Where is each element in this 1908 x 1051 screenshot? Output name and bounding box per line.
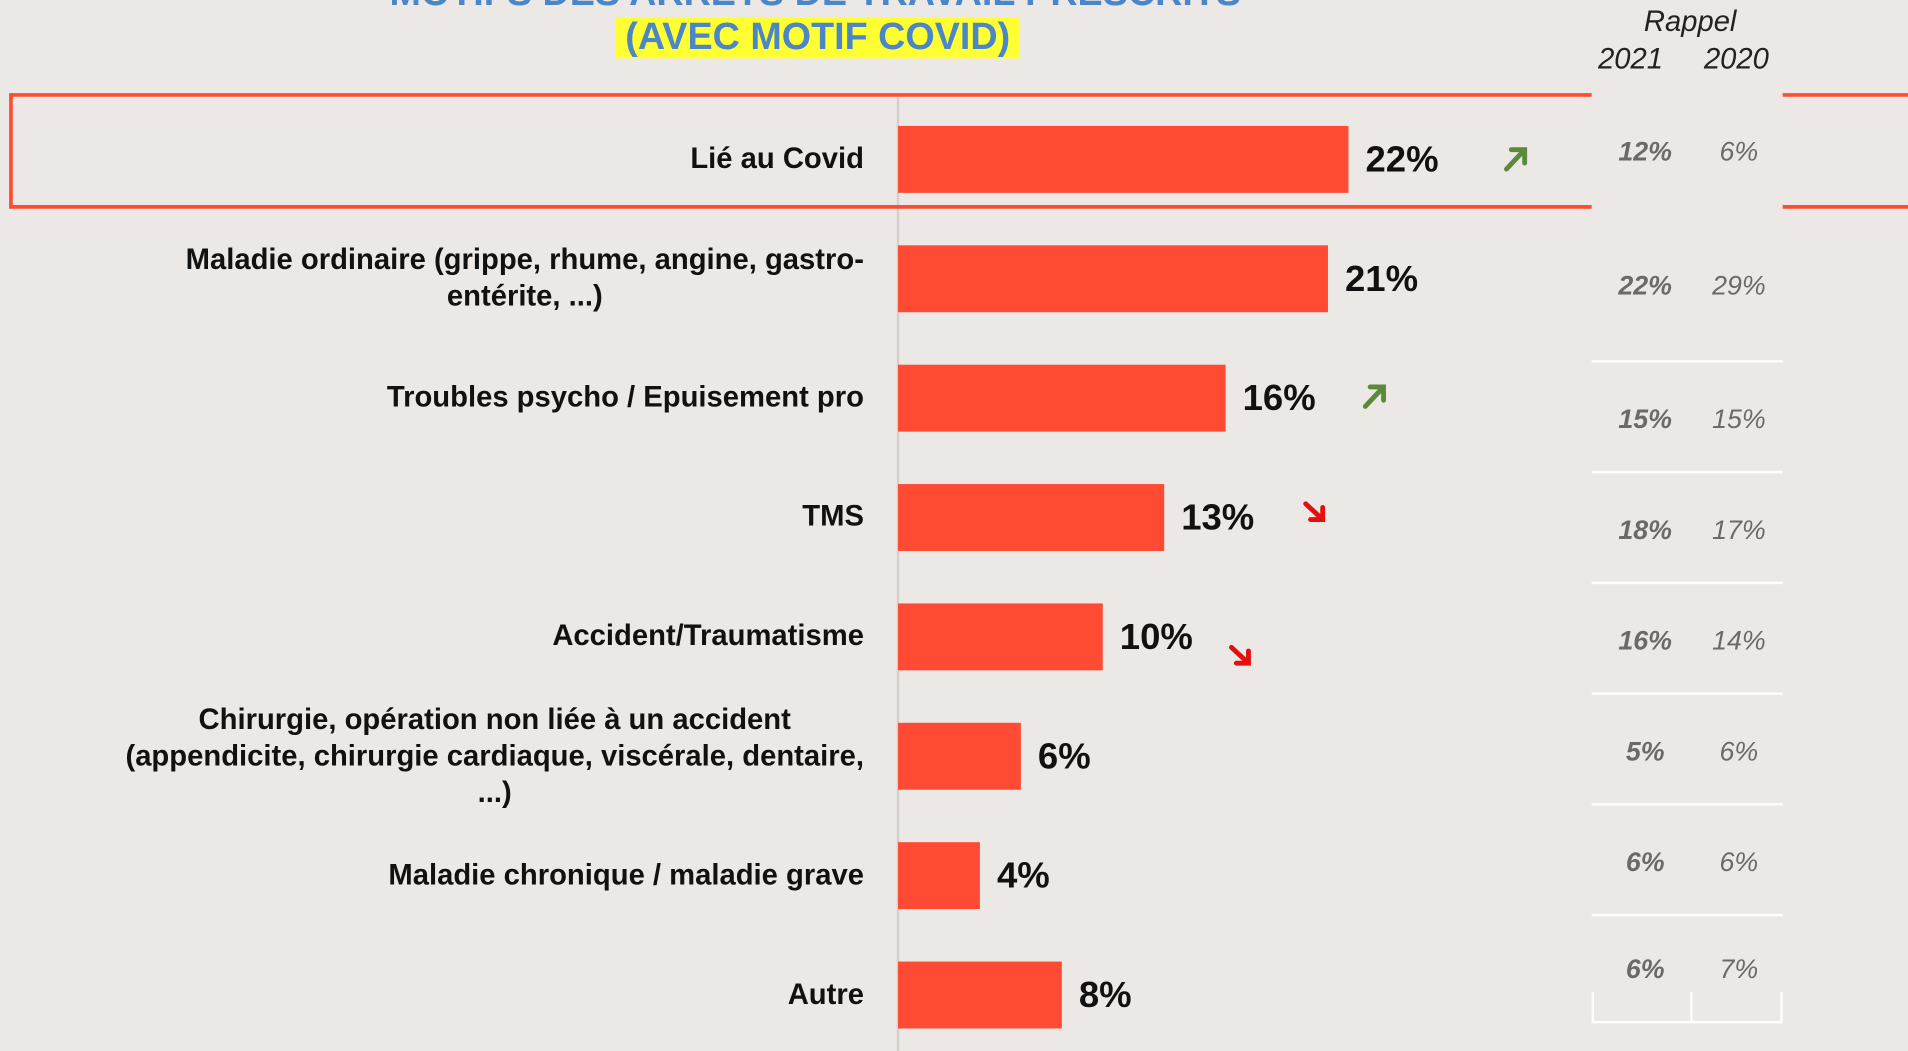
- bar: [898, 842, 980, 910]
- bar: [898, 603, 1103, 671]
- category-label: Chirurgie, opération non liée à un accid…: [125, 702, 864, 809]
- category-label: Troubles psycho / Epuisement pro: [386, 381, 864, 414]
- category-label: Autre: [787, 977, 864, 1011]
- table-cell: 29%: [1711, 270, 1766, 300]
- value-label: 16%: [1243, 377, 1316, 418]
- table-cell: 6%: [1720, 736, 1759, 766]
- table-lines: [1591, 360, 1783, 1024]
- highlight: [615, 17, 1020, 59]
- bar: [898, 125, 1349, 193]
- table-cell: 6%: [1626, 954, 1665, 984]
- bar: [898, 364, 1226, 432]
- table-cell: 7%: [1720, 954, 1759, 984]
- value-label: 21%: [1345, 258, 1418, 299]
- bar: [898, 722, 1021, 790]
- table-cell: 17%: [1712, 515, 1766, 545]
- table-title: Rappel: [1644, 6, 1738, 38]
- table-header: 2020: [1703, 44, 1769, 76]
- bar: [898, 484, 1165, 551]
- table-cell: 6%: [1720, 136, 1759, 166]
- table-cell: 15%: [1712, 404, 1766, 434]
- chart-title: MOTIFS DES ARRETS DE TRAVAIL PRESCRITS: [390, 0, 1242, 13]
- bar: [898, 961, 1062, 1029]
- value-label: 10%: [1120, 616, 1193, 657]
- table-cell: 5%: [1626, 736, 1665, 766]
- table-cell: 22%: [1617, 270, 1672, 300]
- table-header: 2021: [1597, 44, 1663, 76]
- chart-subtitle: (AVEC MOTIF COVID): [625, 15, 1010, 57]
- table-cell: 6%: [1720, 847, 1759, 877]
- highlight-box: [9, 93, 1908, 209]
- trend-arrows: [1229, 147, 1528, 666]
- category-label: TMS: [802, 500, 864, 534]
- value-label: 8%: [1079, 974, 1132, 1015]
- table-cell: 15%: [1618, 404, 1672, 434]
- table-cell: 14%: [1712, 626, 1766, 656]
- table-cell: 18%: [1618, 515, 1672, 545]
- table-cell: 6%: [1626, 847, 1665, 877]
- table-cell: 12%: [1618, 136, 1672, 166]
- value-label: 22%: [1365, 138, 1438, 179]
- value-label: 4%: [997, 855, 1050, 896]
- table-bg: [1591, 94, 1783, 1023]
- category-label: Lié au Covid: [690, 142, 864, 176]
- bar: [898, 245, 1328, 313]
- value-label: 13%: [1181, 497, 1254, 538]
- table-cell: 16%: [1618, 626, 1672, 656]
- value-label: 6%: [1038, 735, 1091, 776]
- category-label: Maladie chronique / maladie grave: [388, 858, 864, 892]
- category-label: Accident/Traumatisme: [552, 619, 864, 653]
- category-label: Maladie ordinaire (grippe, rhume, angine…: [185, 243, 864, 313]
